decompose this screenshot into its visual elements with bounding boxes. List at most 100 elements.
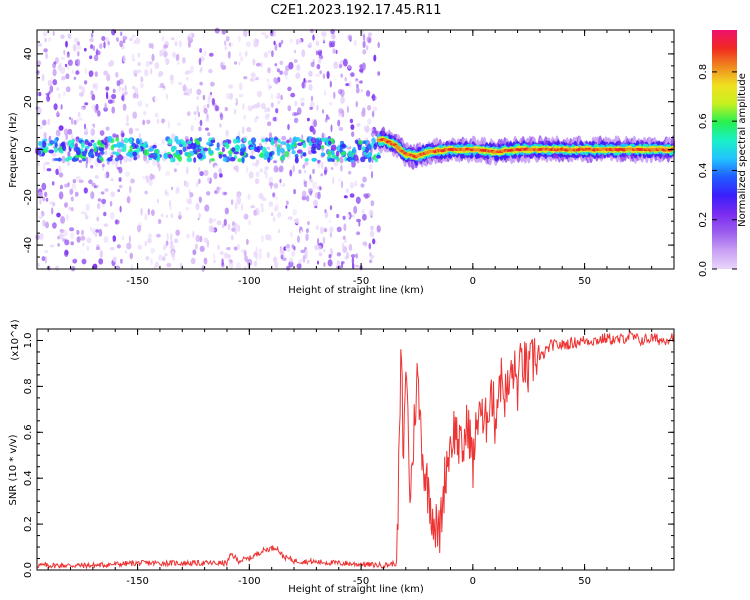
spectrogram-noise-mark [161,226,164,233]
spectrogram-band-mark [365,154,371,158]
spectrogram-noise-mark [196,96,200,101]
spectrogram-band-mark [299,139,304,143]
spectrogram-noise-mark [359,80,363,84]
spectrogram-noise-mark [150,247,155,254]
spectrogram-band-mark [196,153,203,159]
snr-multiplier: (x10^4) [10,319,21,360]
spectrogram-noise-mark [67,128,73,135]
spectrogram-noise-mark [158,39,161,48]
spectrogram-noise-mark [234,109,237,115]
spectrogram-noise-mark [362,107,366,114]
spectrogram-noise-mark [137,224,142,233]
spectrogram-noise-mark [91,182,96,187]
spectrogram-noise-mark [60,209,63,215]
spectrogram-noise-mark [176,262,179,266]
spectrogram-noise-mark [96,244,100,250]
spectrogram-noise-mark [340,51,344,57]
spectrogram-noise-mark [195,234,201,243]
spectrogram-band-mark [148,154,154,159]
spectrogram-noise-mark [264,113,270,121]
spectrogram-noise-mark [158,70,164,77]
spectrogram-band-mark [210,158,215,162]
spectrogram-band-mark [330,144,337,152]
spectrogram-noise-mark [310,28,314,34]
spectrogram-noise-mark [268,182,274,187]
spectrogram-noise-mark [121,87,124,92]
spectrogram-noise-mark [196,88,202,96]
y-tick-label: 0 [23,146,34,152]
spectrogram-noise-mark [214,165,218,171]
spectrogram-noise-mark [275,108,279,114]
spectrogram-noise-mark [65,132,69,141]
spectrogram-band-mark [256,145,261,153]
spectrogram-band-mark [232,138,238,144]
spectrogram-noise-mark [75,210,80,214]
spectrogram-noise-mark [265,233,271,241]
spectrogram-noise-mark [315,225,319,231]
spectrogram-noise-mark [209,52,214,57]
spectrogram-noise-mark [121,231,125,239]
spectrogram-noise-mark [164,253,168,257]
spectrogram-noise-mark [55,168,60,175]
spectrogram-noise-mark [274,204,279,212]
spectrogram-noise-mark [296,263,302,269]
spectrogram-band-mark [184,151,189,157]
spectrogram-noise-mark [255,246,258,253]
spectrogram-noise-mark [273,182,279,189]
spectrogram-noise-mark [281,135,287,141]
spectrogram-noise-mark [286,244,290,249]
snr-panel: -150 -100 -50 0 50 0.0 0.2 0.4 0.6 0.8 1.0 Height … [8,319,675,595]
spectrogram-noise-mark [234,228,237,235]
spectrogram-noise-mark [250,149,255,155]
spectrogram-noise-mark [37,262,40,268]
spectrogram-noise-mark [301,134,304,140]
spectrogram-noise-mark [52,202,56,207]
spectrogram-band-mark [294,156,299,164]
spectrogram-noise-mark [270,93,274,100]
spectrogram-noise-mark [323,87,327,94]
spectrogram-noise-mark [244,50,248,57]
spectrogram-noise-mark [65,63,68,68]
spectrogram-noise-mark [96,216,99,222]
spectrogram-noise-mark [267,67,271,74]
colorbar: 0.0 0.2 0.4 0.6 0.8 Normalized spectral ampl… [698,30,748,277]
spectrogram-noise-mark [72,258,78,264]
spectrogram-noise-mark [55,129,61,137]
spectrogram-noise-mark [349,118,354,124]
spectrogram-noise-mark [377,41,380,49]
spectrogram-noise-mark [176,186,180,192]
spectrogram-noise-mark [344,77,347,82]
spectrogram-noise-mark [312,168,315,174]
spectrogram-noise-mark [272,192,276,198]
spectrogram-noise-mark [303,169,307,174]
spectrogram-noise-mark [105,86,110,91]
spectrogram-noise-mark [106,161,110,165]
spectrogram-noise-mark [348,170,352,175]
colorbar-tick-label: 0.2 [698,212,709,228]
spectrogram-noise-mark [53,103,58,111]
spectrogram-band-mark [352,146,357,154]
spectrogram-noise-mark [51,181,55,186]
spectrogram-noise-mark [232,221,235,226]
spectrogram-band-mark [270,137,274,141]
spectrogram-noise-mark [346,105,349,114]
spectrogram-noise-mark [137,62,141,67]
spectrogram-band-mark [182,146,187,153]
spectrogram-noise-mark [277,100,281,105]
spectrogram-noise-mark [286,265,291,271]
spectrogram-noise-mark [251,66,256,71]
spectrogram-noise-mark [362,241,368,246]
spectrogram-noise-mark [243,76,248,80]
spectrogram-noise-mark [221,29,226,35]
spectrogram-band-mark [277,139,281,144]
spectrogram-noise-mark [258,248,263,253]
spectrogram-noise-mark [154,95,159,103]
spectrogram-noise-mark [203,107,208,114]
spectrogram-noise-mark [87,156,92,164]
spectrogram-band-mark [113,143,118,148]
spectrogram-ylabel: Frequency (Hz) [8,112,19,188]
spectrogram-noise-mark [205,118,210,122]
spectrogram-noise-mark [124,85,127,92]
spectrogram-noise-mark [128,235,131,243]
spectrogram-noise-mark [348,64,351,70]
